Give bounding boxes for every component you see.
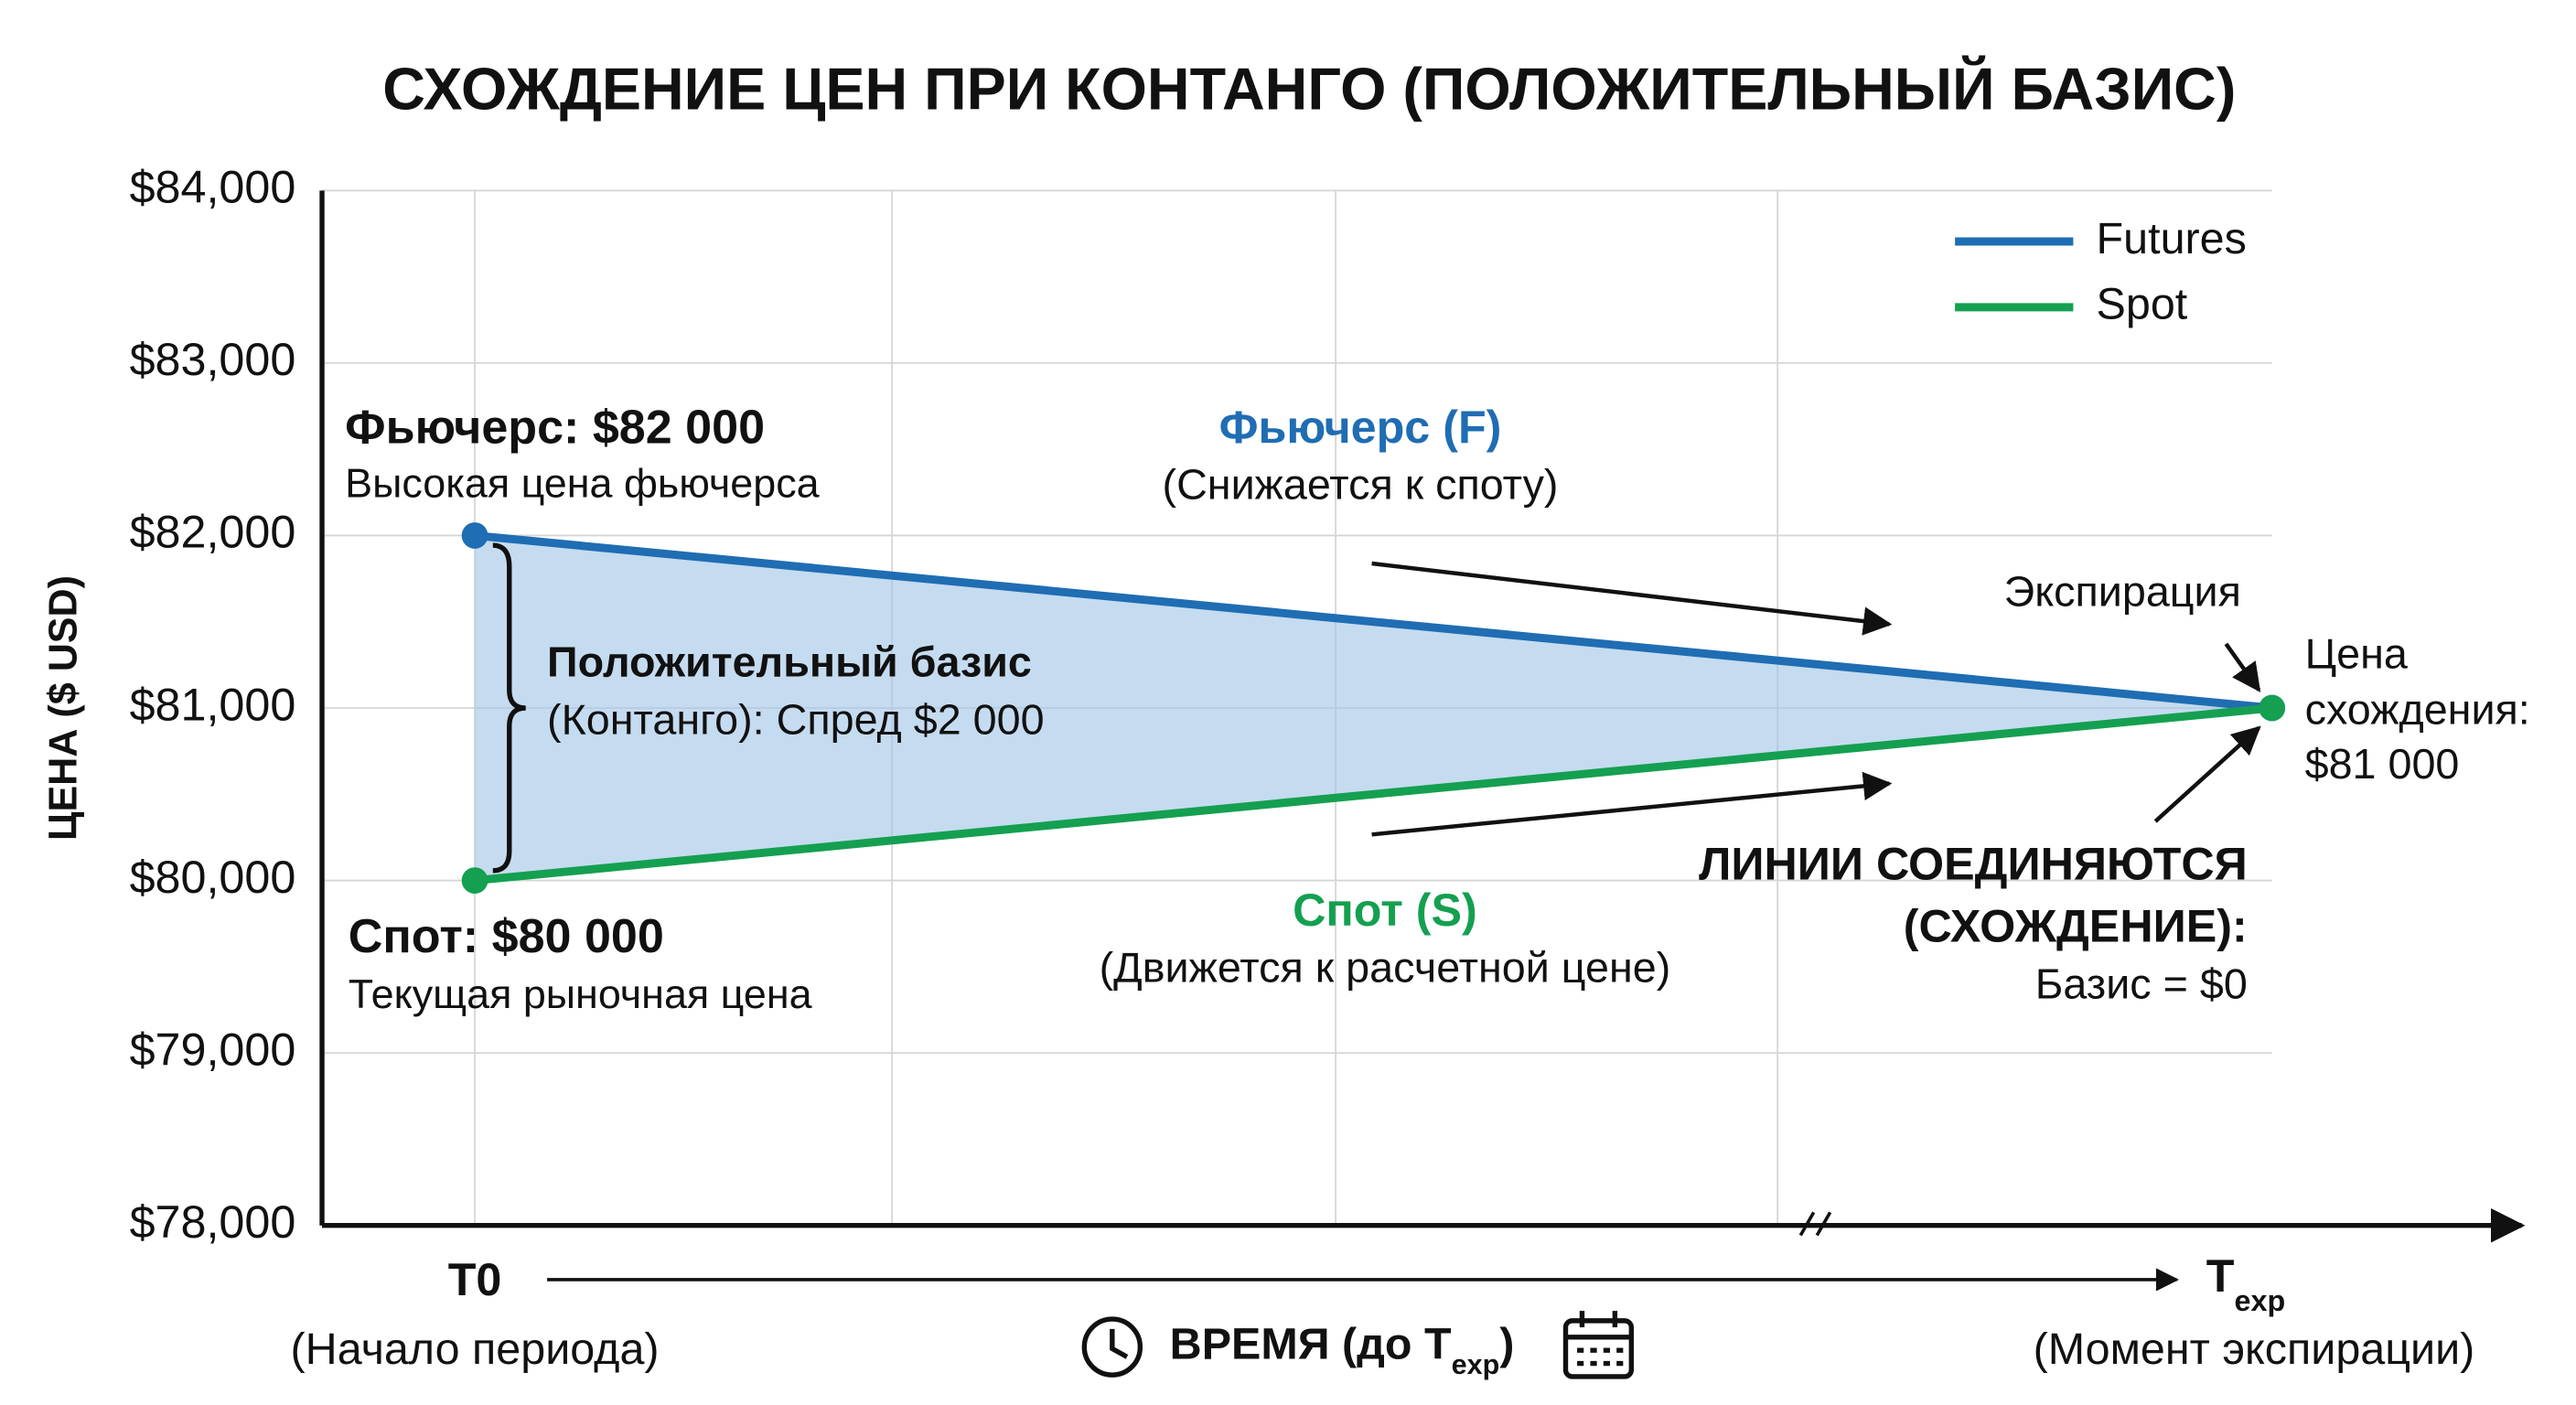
chart-title: СХОЖДЕНИЕ ЦЕН ПРИ КОНТАНГО (ПОЛОЖИТЕЛЬНЫ… [382,55,2236,122]
series-line [474,531,2273,713]
y-tick-label: $83,000 [130,333,296,385]
annotation-title: Спот: $80 000 [349,910,664,963]
point [461,867,488,894]
annotation-title: Спот (S) [1293,884,1477,936]
y-tick-label: $80,000 [130,851,296,903]
annotation: Высокая цена фьючерса [345,459,819,506]
calendar-icon [1562,1311,1635,1379]
x-label-main: ВРЕМЯ (до T [1170,1319,1452,1368]
point [2259,694,2286,722]
x-label-close: ) [1499,1319,1514,1368]
y-tick-label: $81,000 [130,678,296,730]
y-tick-label: $79,000 [130,1023,296,1075]
annotation: схождения: [2305,686,2530,734]
y-tick-label: $84,000 [130,161,296,213]
axis-break [1798,1211,1832,1237]
annotation: (Снижается к споту) [1163,461,1559,509]
clock-icon [1081,1316,1143,1378]
y-tick-label: $78,000 [130,1196,296,1248]
basis-area [475,535,2272,881]
series-line [474,703,2273,885]
annotation: Базис = $0 [2035,960,2248,1008]
x-tick-main: T [2206,1249,2235,1302]
annotation: $81 000 [2305,740,2460,788]
x-tick-label: Texp [2206,1249,2285,1316]
point [461,522,488,549]
x-tick-label: T0 [448,1253,502,1305]
annotation: Цена [2305,630,2408,678]
annotation-title: Фьючерс: $82 000 [345,401,765,454]
legend-label: Spot [2097,280,2188,329]
y-tick-label: $82,000 [130,506,296,558]
x-label-sub: exp [1452,1349,1500,1380]
annotation-title: (СХОЖДЕНИЕ): [1904,900,2248,952]
basis-brace [492,542,526,874]
arrow [2224,642,2261,692]
annotation: Экспирация [2004,567,2241,615]
annotation: (Контанго): Спред $2 000 [547,696,1044,744]
legend-label: Futures [2097,214,2247,263]
annotation: (Движется к расчетной цене) [1100,944,1671,992]
annotation-title: Положительный базис [547,638,1032,686]
y-axis-label: ЦЕНА ($ USD) [41,575,85,841]
x-tick-note: (Момент экспирации) [2034,1325,2475,1374]
x-tick-note: (Начало периода) [291,1325,660,1374]
arrow [1371,771,1893,837]
annotation-title: ЛИНИИ СОЕДИНЯЮТСЯ [1699,837,2248,889]
annotation-title: Фьючерс (F) [1219,401,1502,453]
x-axis-label: ВРЕМЯ (до Texp) [1170,1319,1515,1380]
annotation: Текущая рыночная цена [349,971,812,1017]
clock-hands [1110,1328,1129,1359]
arrow [2153,725,2261,823]
x-tick-sub: exp [2235,1284,2286,1317]
arrow [1371,561,1893,636]
